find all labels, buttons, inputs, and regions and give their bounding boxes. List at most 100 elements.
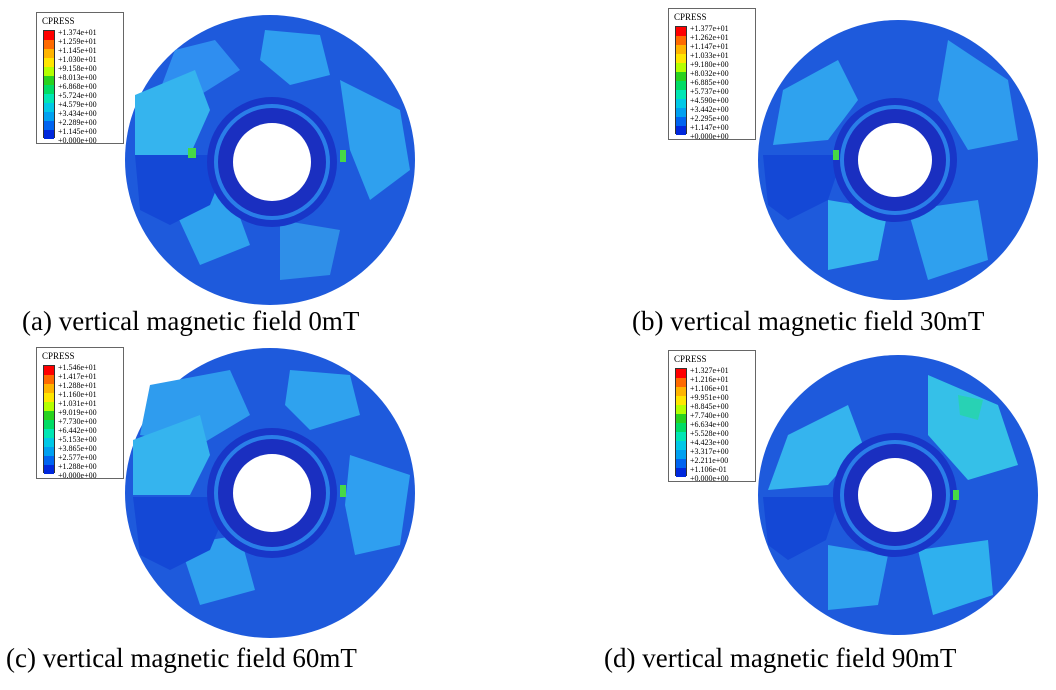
legend-swatch <box>44 112 54 121</box>
legend-value: +7.740e+00 <box>690 411 729 420</box>
legend-value: +1.106e+01 <box>690 384 729 393</box>
contour-plot-b <box>758 20 1038 300</box>
legend-swatch <box>676 369 686 378</box>
legend-values: +1.374e+01 +1.259e+01 +1.145e+01 +1.030e… <box>58 28 97 145</box>
panel-caption: (c) vertical magnetic field 60mT <box>6 643 357 673</box>
legend-swatch <box>44 456 54 465</box>
legend-swatch <box>676 405 686 414</box>
legend-swatch <box>676 81 686 90</box>
legend-swatch <box>44 31 54 40</box>
legend-color-bar <box>43 365 55 474</box>
legend-swatch <box>676 396 686 405</box>
legend-values: +1.377e+01 +1.262e+01 +1.147e+01 +1.033e… <box>690 24 729 141</box>
legend-swatch <box>44 429 54 438</box>
legend-value: +1.216e+01 <box>690 375 729 384</box>
legend-value: +1.262e+01 <box>690 33 729 42</box>
contour-plot-d <box>758 355 1038 635</box>
legend-swatch <box>44 438 54 447</box>
legend-value: +4.579e+00 <box>58 100 97 109</box>
legend-value: +3.865e+00 <box>58 444 97 453</box>
legend-value: +9.158e+00 <box>58 64 97 73</box>
legend-value: +5.724e+00 <box>58 91 97 100</box>
legend-swatch <box>44 402 54 411</box>
legend-swatch <box>676 387 686 396</box>
color-legend: CPRESS +1.377e+01 +1.262e+01 +1.147e+01 … <box>668 8 756 141</box>
legend-value: +9.180e+00 <box>690 60 729 69</box>
panel-caption: (d) vertical magnetic field 90mT <box>604 643 957 673</box>
legend-title: CPRESS <box>42 351 75 361</box>
legend-value: +5.153e+00 <box>58 435 97 444</box>
legend-color-bar <box>43 30 55 139</box>
legend-value: +6.634e+00 <box>690 420 729 429</box>
legend-value: +8.032e+00 <box>690 69 729 78</box>
legend-value: +1.145e+01 <box>58 46 97 55</box>
legend-value: +1.374e+01 <box>58 28 97 37</box>
legend-color-bar <box>675 368 687 477</box>
legend-swatch <box>44 58 54 67</box>
panel-b: CPRESS +1.377e+01 +1.262e+01 +1.147e+01 … <box>528 0 1056 345</box>
legend-swatch <box>676 414 686 423</box>
legend-value: +1.030e+01 <box>58 55 97 64</box>
legend-value: +1.259e+01 <box>58 37 97 46</box>
color-legend: CPRESS +1.546e+01 +1.417e+01 +1.288e+01 … <box>36 347 124 480</box>
legend-value: +9.019e+00 <box>58 408 97 417</box>
legend-values: +1.546e+01 +1.417e+01 +1.288e+01 +1.160e… <box>58 363 97 480</box>
legend-value: +3.434e+00 <box>58 109 97 118</box>
legend-swatch <box>676 27 686 36</box>
legend-value: +2.295e+00 <box>690 114 729 123</box>
legend-swatch <box>44 411 54 420</box>
legend-value: +1.417e+01 <box>58 372 97 381</box>
panel-caption: (a) vertical magnetic field 0mT <box>22 306 360 336</box>
legend-swatch <box>676 36 686 45</box>
legend-value: +4.590e+00 <box>690 96 729 105</box>
legend-value: +5.737e+00 <box>690 87 729 96</box>
legend-value: +1.145e+00 <box>58 127 97 136</box>
legend-color-bar <box>675 26 687 135</box>
legend-value: +1.160e+01 <box>58 390 97 399</box>
legend-swatch <box>676 117 686 126</box>
legend-value: +1.147e+00 <box>690 123 729 132</box>
legend-value: +0.000e+00 <box>690 474 729 483</box>
legend-swatch <box>676 441 686 450</box>
legend-swatch <box>676 126 686 135</box>
legend-value: +1.288e+00 <box>58 462 97 471</box>
legend-swatch <box>676 432 686 441</box>
legend-swatch <box>44 76 54 85</box>
legend-swatch <box>44 130 54 139</box>
legend-value: +3.442e+00 <box>690 105 729 114</box>
legend-swatch <box>44 465 54 474</box>
panel-d: CPRESS +1.327e+01 +1.216e+01 +1.106e+01 … <box>528 345 1056 690</box>
legend-swatch <box>44 393 54 402</box>
legend-value: +1.288e+01 <box>58 381 97 390</box>
legend-value: +9.951e+00 <box>690 393 729 402</box>
legend-value: +6.885e+00 <box>690 78 729 87</box>
color-legend: CPRESS +1.327e+01 +1.216e+01 +1.106e+01 … <box>668 350 756 483</box>
legend-value: +2.577e+00 <box>58 453 97 462</box>
contour-plot-a <box>125 15 415 305</box>
color-legend: CPRESS +1.374e+01 +1.259e+01 +1.145e+01 … <box>36 12 124 145</box>
legend-swatch <box>676 468 686 477</box>
legend-swatch <box>676 99 686 108</box>
legend-value: +2.289e+00 <box>58 118 97 127</box>
legend-swatch <box>44 103 54 112</box>
legend-swatch <box>44 49 54 58</box>
legend-value: +1.147e+01 <box>690 42 729 51</box>
legend-value: +7.730e+00 <box>58 417 97 426</box>
legend-value: +8.845e+00 <box>690 402 729 411</box>
legend-swatch <box>44 384 54 393</box>
legend-value: +3.317e+00 <box>690 447 729 456</box>
legend-swatch <box>676 45 686 54</box>
legend-title: CPRESS <box>674 354 707 364</box>
legend-swatch <box>676 459 686 468</box>
legend-value: +0.000e+00 <box>690 132 729 141</box>
legend-value: +6.442e+00 <box>58 426 97 435</box>
legend-swatch <box>44 366 54 375</box>
legend-swatch <box>44 447 54 456</box>
legend-value: +0.000e+00 <box>58 471 97 480</box>
legend-value: +1.033e+01 <box>690 51 729 60</box>
legend-value: +1.031e+01 <box>58 399 97 408</box>
contour-plot-c <box>125 348 415 638</box>
legend-swatch <box>44 94 54 103</box>
legend-value: +1.106e-01 <box>690 465 727 474</box>
legend-swatch <box>44 420 54 429</box>
